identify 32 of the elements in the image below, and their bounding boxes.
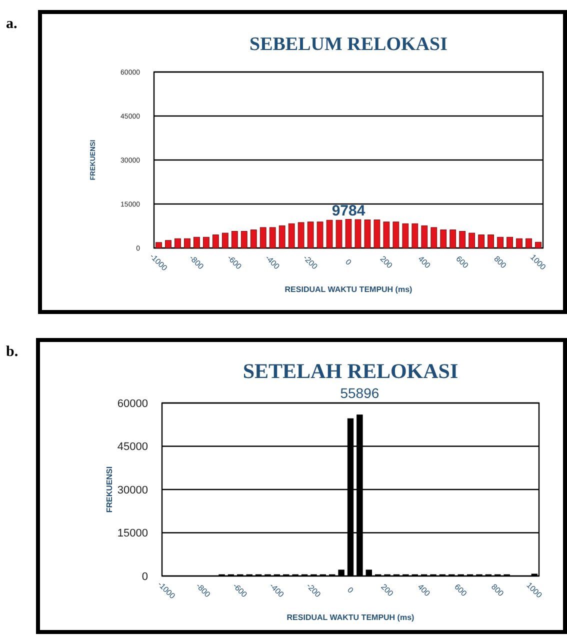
x-tick-label: -400 — [264, 253, 282, 272]
x-tick-label: 200 — [378, 254, 395, 270]
x-tick-label: -400 — [268, 581, 286, 600]
x-tick-label: -200 — [301, 253, 320, 272]
x-tick-label: -200 — [304, 581, 323, 600]
x-tick-label: -600 — [226, 253, 244, 272]
data-label: 55896 — [340, 385, 380, 401]
x-tick-label: 800 — [490, 582, 506, 598]
x-tick-label: 600 — [454, 254, 470, 270]
x-tick-label: -800 — [194, 581, 212, 600]
text: a. — [6, 16, 18, 32]
x-tick-label: 400 — [416, 582, 432, 598]
y-tick-label: 60000 — [117, 398, 148, 410]
x-tick-label: -600 — [231, 581, 250, 600]
x-axis-title: RESIDUAL WAKTU TEMPUH (ms) — [284, 285, 413, 294]
y-tick-label: 30000 — [117, 484, 148, 496]
x-tick-label: 600 — [452, 582, 469, 598]
text: b. — [6, 344, 18, 360]
y-axis-title: FREKUENSI — [105, 466, 114, 513]
x-tick-label: 0 — [344, 257, 354, 268]
chart-title: SETELAH RELOKASI — [242, 359, 458, 383]
chart-title: SEBELUM RELOKASI — [250, 34, 448, 55]
x-tick-label: 0 — [346, 585, 356, 596]
data-label: 9784 — [332, 202, 366, 220]
x-axis-title: RESIDUAL WAKTU TEMPUH (ms) — [286, 613, 415, 622]
x-tick-label: 400 — [416, 254, 432, 270]
y-tick-label: 45000 — [117, 441, 148, 454]
x-tick-label: 200 — [379, 582, 396, 598]
y-tick-label: 15000 — [117, 528, 148, 540]
y-tick-label: 0 — [142, 570, 148, 583]
x-tick-label: 800 — [492, 254, 508, 270]
x-tick-label: -800 — [188, 253, 206, 272]
